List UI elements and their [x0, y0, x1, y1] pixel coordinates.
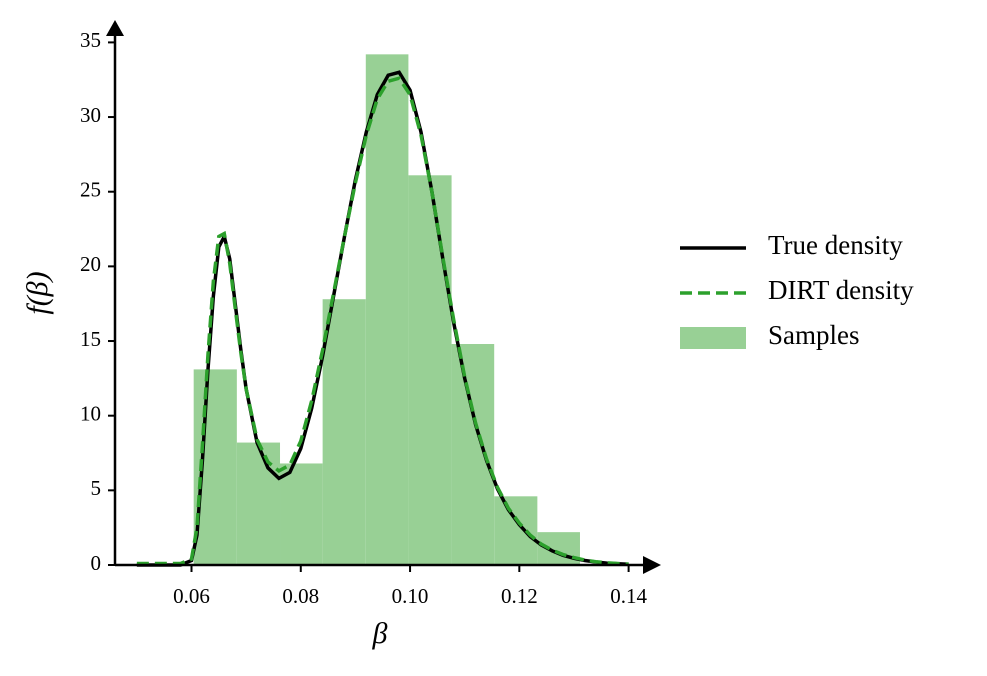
y-tick-label: 25: [80, 178, 101, 202]
x-axis-arrow: [643, 556, 661, 574]
y-tick-label: 30: [80, 103, 101, 127]
y-tick-label: 0: [91, 551, 102, 575]
histogram-bar: [236, 442, 281, 565]
y-tick-label: 10: [80, 401, 101, 425]
density-line: [136, 76, 629, 566]
x-tick-label: 0.10: [392, 584, 429, 608]
y-axis-arrow: [106, 20, 124, 36]
legend-label: Samples: [768, 320, 860, 350]
histogram-bar: [280, 463, 323, 565]
histogram-bar: [408, 175, 452, 566]
x-axis-label: β: [372, 617, 388, 650]
y-tick-label: 20: [80, 252, 101, 276]
histogram-bar: [537, 532, 580, 565]
histogram-bar: [494, 496, 538, 565]
y-axis-label: f(β): [21, 271, 54, 314]
y-tick-label: 15: [80, 327, 101, 351]
y-tick-label: 5: [91, 476, 102, 500]
legend-label: DIRT density: [768, 275, 914, 305]
histogram-bar: [365, 54, 409, 565]
histogram-bar: [451, 344, 495, 565]
x-tick-label: 0.08: [282, 584, 319, 608]
y-tick-label: 35: [80, 28, 101, 52]
x-tick-label: 0.06: [173, 584, 210, 608]
x-tick-label: 0.14: [610, 584, 647, 608]
x-tick-label: 0.12: [501, 584, 538, 608]
legend-swatch: [680, 327, 746, 349]
histogram-bar: [322, 299, 366, 565]
legend-label: True density: [768, 230, 903, 260]
